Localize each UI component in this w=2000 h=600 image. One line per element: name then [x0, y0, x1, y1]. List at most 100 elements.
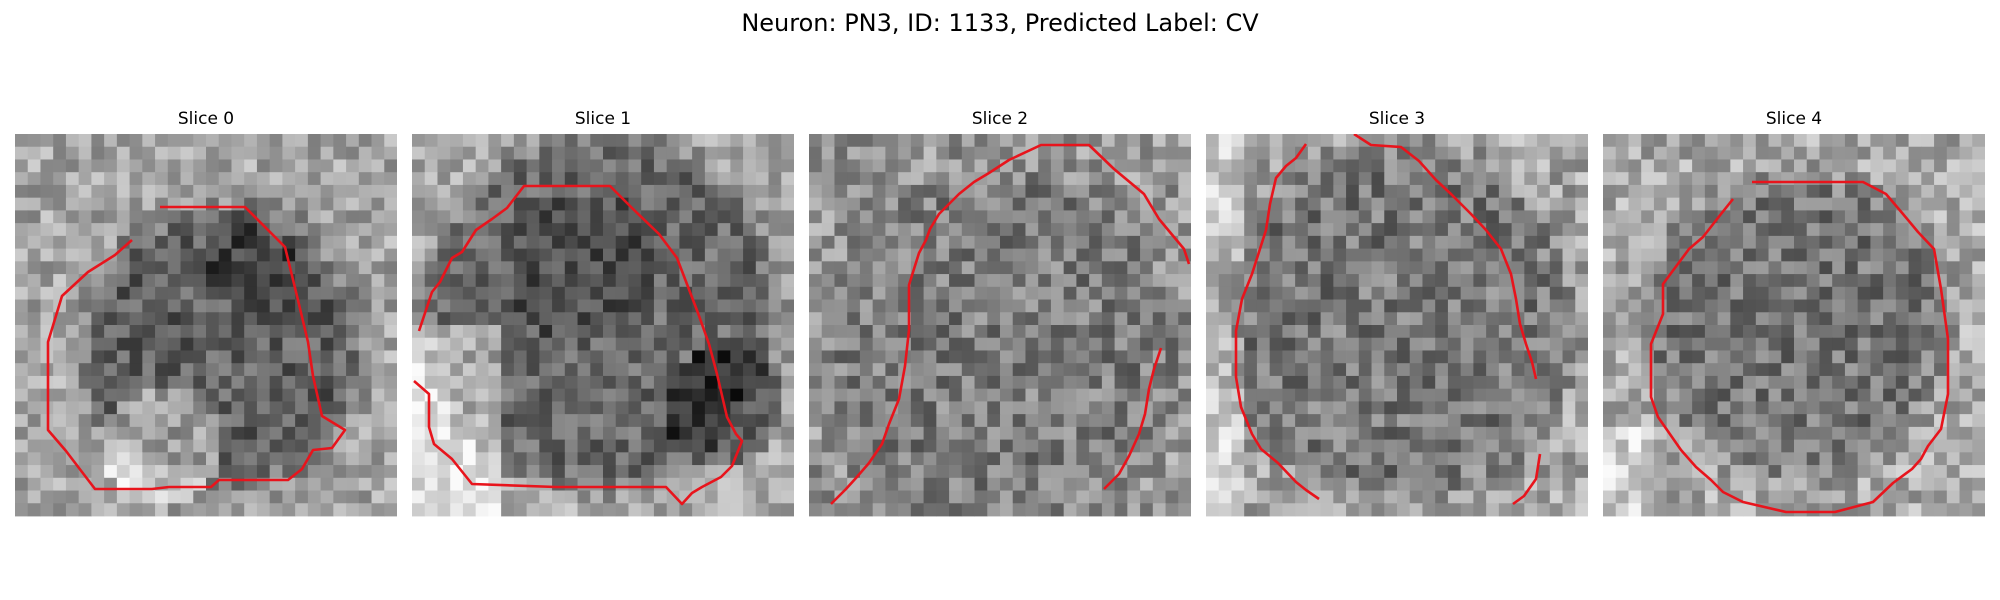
pixel	[333, 312, 347, 326]
pixel	[653, 312, 668, 326]
pixel	[679, 312, 693, 326]
pixel	[961, 414, 975, 428]
pixel	[1641, 159, 1655, 173]
pixel	[155, 465, 169, 479]
pixel	[1101, 350, 1115, 364]
pixel	[1127, 248, 1141, 262]
pixel	[539, 286, 553, 300]
pixel	[564, 337, 578, 351]
pixel	[53, 375, 67, 390]
pixel	[1447, 439, 1462, 453]
pixel	[1486, 248, 1500, 262]
pixel	[180, 363, 194, 377]
pixel	[1692, 401, 1706, 415]
pixel	[1089, 248, 1103, 262]
pixel	[358, 503, 372, 517]
pixel	[1704, 388, 1718, 402]
pixel	[1089, 477, 1103, 491]
pixel	[333, 159, 347, 173]
pixel	[730, 414, 744, 428]
pixel	[1717, 350, 1731, 364]
pixel	[1256, 503, 1271, 517]
pixel	[641, 350, 655, 364]
pixel	[371, 248, 385, 262]
pixel	[142, 388, 156, 402]
pixel	[65, 197, 80, 211]
pixel	[1768, 375, 1782, 390]
pixel	[1346, 146, 1360, 160]
pixel	[104, 401, 118, 415]
pixel	[1524, 503, 1538, 517]
pixel	[1562, 274, 1576, 288]
pixel	[1895, 235, 1909, 249]
pixel	[180, 274, 194, 288]
pixel	[307, 197, 321, 211]
pixel	[936, 261, 950, 275]
pixel	[1447, 325, 1462, 339]
pixel	[1050, 503, 1065, 517]
pixel	[40, 223, 54, 237]
pixel	[1794, 503, 1808, 517]
pixel	[1231, 414, 1245, 428]
pixel	[282, 401, 296, 415]
pixel	[1615, 503, 1629, 517]
pixel	[1498, 388, 1512, 402]
pixel	[1320, 184, 1334, 199]
pixel	[1358, 274, 1372, 288]
pixel	[1038, 426, 1052, 440]
pixel	[1089, 503, 1103, 517]
pixel	[603, 286, 617, 300]
pixel	[755, 477, 769, 491]
pixel	[1832, 388, 1846, 402]
pixel	[282, 337, 296, 351]
pixel	[1422, 490, 1436, 504]
pixel	[1692, 210, 1706, 224]
pixel	[78, 401, 92, 415]
pixel	[40, 477, 54, 491]
pixel	[15, 274, 29, 288]
pixel	[1397, 414, 1411, 428]
pixel	[1384, 337, 1398, 351]
pixel	[768, 261, 782, 275]
pixel	[1679, 439, 1693, 453]
pixel	[1063, 312, 1077, 326]
pixel	[1883, 439, 1897, 453]
pixel	[872, 261, 886, 275]
pixel	[1972, 452, 1985, 466]
pixel	[1844, 223, 1859, 237]
pixel	[1409, 184, 1423, 199]
pixel	[1140, 134, 1154, 148]
pixel	[1562, 477, 1576, 491]
pixel	[1794, 299, 1808, 313]
pixel	[1717, 503, 1731, 517]
pixel	[603, 426, 617, 440]
pixel	[1295, 286, 1309, 300]
pixel	[1295, 172, 1309, 186]
pixel	[320, 388, 334, 402]
pixel	[717, 210, 731, 224]
pixel	[872, 146, 886, 160]
pixel	[513, 286, 527, 300]
pixel	[1409, 325, 1423, 339]
pixel	[320, 350, 334, 364]
pixel	[1615, 490, 1629, 504]
pixel	[1218, 375, 1232, 390]
pixel	[768, 312, 782, 326]
pixel	[65, 134, 80, 148]
pixel	[1038, 223, 1052, 237]
pixel	[1743, 325, 1757, 339]
pixel	[859, 439, 874, 453]
pixel	[910, 312, 924, 326]
pixel	[961, 375, 975, 390]
pixel	[755, 286, 769, 300]
pixel	[1628, 414, 1642, 428]
pixel	[1883, 146, 1897, 160]
pixel	[1038, 452, 1052, 466]
pixel	[1012, 312, 1026, 326]
pixel	[78, 452, 92, 466]
pixel	[437, 375, 451, 390]
pixel	[1666, 375, 1680, 390]
pixel	[1371, 159, 1385, 173]
pixel	[53, 465, 67, 479]
pixel	[1666, 223, 1680, 237]
